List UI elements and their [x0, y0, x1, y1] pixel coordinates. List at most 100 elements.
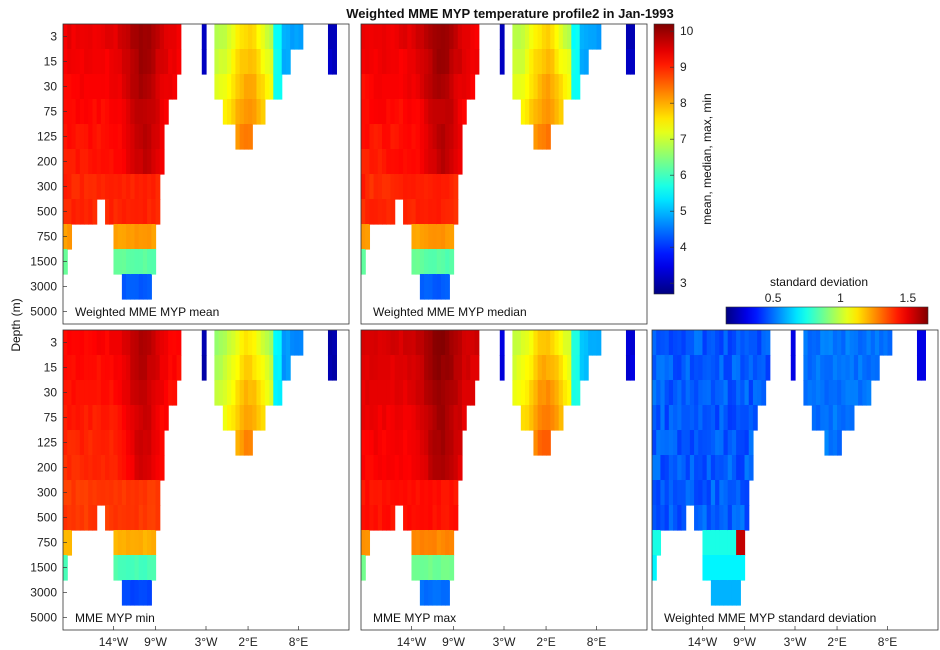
heatmap-cell	[432, 274, 438, 300]
heatmap-cell	[710, 505, 716, 531]
heatmap-cell	[201, 24, 207, 50]
heatmap-cell	[117, 330, 123, 356]
heatmap-cell	[449, 380, 455, 406]
heatmap-cell	[554, 355, 560, 381]
heatmap-cell	[845, 330, 851, 356]
heatmap-cell	[273, 355, 279, 381]
heatmap-cell	[365, 480, 371, 506]
heatmap-cell	[702, 405, 708, 431]
heatmap-cell	[740, 455, 746, 481]
heatmap-cell	[440, 430, 446, 456]
heatmap-cell	[75, 405, 81, 431]
heatmap-cell	[394, 380, 400, 406]
heatmap-cell	[79, 174, 85, 200]
heatmap-cell	[138, 530, 144, 556]
heatmap-cell	[706, 330, 712, 356]
heatmap-cell	[332, 330, 337, 356]
heatmap-cell	[176, 355, 182, 381]
heatmap-cell	[541, 330, 547, 356]
heatmap-cell	[227, 405, 232, 431]
heatmap-cell	[398, 480, 404, 506]
heatmap-cell	[436, 199, 442, 225]
heatmap-cell	[407, 380, 413, 406]
heatmap-cell	[382, 380, 387, 406]
heatmap-cell	[75, 99, 81, 125]
heatmap-cell	[668, 505, 674, 531]
heatmap-cell	[428, 480, 434, 506]
heatmap-cell	[731, 355, 737, 381]
heatmap-cell	[239, 99, 245, 125]
heatmap-cell	[820, 405, 826, 431]
heatmap-cell	[419, 99, 425, 125]
heatmap-cell	[841, 355, 847, 381]
heatmap-cell	[100, 74, 106, 100]
heatmap-cell	[79, 505, 85, 531]
panel-mean: Weighted MME MYP mean3153075125200300500…	[30, 23, 350, 325]
heatmap-cell	[588, 330, 593, 356]
heatmap-cell	[685, 330, 691, 356]
heatmap-cell	[731, 505, 737, 531]
heatmap-cell	[466, 380, 471, 406]
heatmap-cell	[424, 274, 429, 300]
heatmap-cell	[727, 530, 733, 556]
heatmap-cell	[706, 505, 712, 531]
heatmap-cell	[142, 580, 148, 606]
heatmap-cell	[727, 355, 733, 381]
heatmap-cell	[227, 24, 232, 50]
heatmap-cell	[419, 355, 425, 381]
heatmap-cell	[415, 505, 421, 531]
heatmap-cell	[453, 330, 459, 356]
heatmap-cell	[222, 49, 228, 75]
heatmap-cell	[424, 249, 429, 275]
heatmap-cell	[681, 330, 687, 356]
heatmap-cell	[142, 199, 148, 225]
heatmap-cell	[668, 430, 674, 456]
x-tick-label: 8°E	[878, 635, 897, 649]
heatmap-cell	[660, 480, 666, 506]
heatmap-cell	[168, 74, 173, 100]
heatmap-cell	[706, 455, 712, 481]
heatmap-cell	[105, 480, 110, 506]
heatmap-cell	[449, 149, 455, 175]
heatmap-cell	[126, 174, 131, 200]
heatmap-cell	[428, 405, 434, 431]
heatmap-cell	[550, 74, 556, 100]
heatmap-cell	[445, 405, 450, 431]
heatmap-cell	[723, 355, 729, 381]
heatmap-cell	[428, 199, 434, 225]
heatmap-cell	[571, 24, 577, 50]
heatmap-cell	[828, 355, 834, 381]
heatmap-cell	[664, 455, 670, 481]
heatmap-cell	[390, 49, 396, 75]
colorbar-tick-label: 10	[680, 24, 694, 38]
heatmap-cell	[562, 49, 568, 75]
heatmap-cell	[84, 199, 89, 225]
heatmap-cell	[432, 580, 438, 606]
heatmap-cell	[134, 455, 140, 481]
heatmap-cell	[841, 380, 847, 406]
colorbar-tick-label: 9	[680, 60, 687, 74]
heatmap-cell	[419, 124, 425, 150]
heatmap-cell	[260, 49, 266, 75]
heatmap-cell	[853, 330, 859, 356]
heatmap-cell	[134, 224, 140, 250]
heatmap-cell	[117, 430, 123, 456]
heatmap-cell	[731, 380, 737, 406]
heatmap-cell	[403, 455, 408, 481]
heatmap-cell	[546, 24, 551, 50]
heatmap-cell	[113, 530, 119, 556]
heatmap-cell	[461, 49, 467, 75]
heatmap-cell	[698, 405, 704, 431]
heatmap-cell	[579, 355, 585, 381]
heatmap-cell	[239, 355, 245, 381]
heatmap-cell	[419, 49, 425, 75]
heatmap-cell	[541, 24, 547, 50]
heatmap-cell	[457, 330, 463, 356]
std-colorbar-label: standard deviation	[770, 275, 868, 289]
heatmap-cell	[105, 430, 110, 456]
std-colorbar-tick-label: 0.5	[765, 291, 782, 305]
heatmap-cell	[512, 74, 518, 100]
heatmap-cell	[710, 380, 716, 406]
heatmap-cell	[134, 405, 140, 431]
